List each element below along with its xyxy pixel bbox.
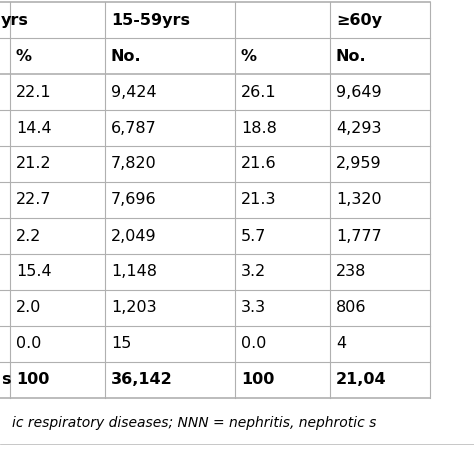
- Text: 36,142: 36,142: [111, 373, 173, 388]
- Text: No.: No.: [336, 48, 366, 64]
- Text: 3.2: 3.2: [241, 264, 266, 280]
- Text: 0.0: 0.0: [241, 337, 266, 352]
- Text: ≥60y: ≥60y: [336, 12, 382, 27]
- Text: 6,787: 6,787: [111, 120, 157, 136]
- Text: 2.0: 2.0: [16, 301, 41, 316]
- Text: 26.1: 26.1: [241, 84, 277, 100]
- Text: 15: 15: [111, 337, 131, 352]
- Text: 4: 4: [336, 337, 346, 352]
- Text: 3.3: 3.3: [241, 301, 266, 316]
- Text: yrs: yrs: [1, 12, 29, 27]
- Text: s: s: [1, 373, 10, 388]
- Text: 21.2: 21.2: [16, 156, 52, 172]
- Text: 2,049: 2,049: [111, 228, 156, 244]
- Text: 18.8: 18.8: [241, 120, 277, 136]
- Text: 2,959: 2,959: [336, 156, 382, 172]
- Text: 21,04: 21,04: [336, 373, 387, 388]
- Text: 1,777: 1,777: [336, 228, 382, 244]
- Text: 5.7: 5.7: [241, 228, 266, 244]
- Text: 22.1: 22.1: [16, 84, 52, 100]
- Text: 7,820: 7,820: [111, 156, 157, 172]
- Text: %: %: [16, 48, 32, 64]
- Text: %: %: [241, 48, 257, 64]
- Text: 1,148: 1,148: [111, 264, 157, 280]
- Text: No.: No.: [111, 48, 142, 64]
- Text: 7,696: 7,696: [111, 192, 156, 208]
- Text: 1,320: 1,320: [336, 192, 382, 208]
- Text: 21.3: 21.3: [241, 192, 276, 208]
- Text: 238: 238: [336, 264, 366, 280]
- Text: 15.4: 15.4: [16, 264, 52, 280]
- Text: 2.2: 2.2: [16, 228, 41, 244]
- Text: 21.6: 21.6: [241, 156, 277, 172]
- Text: 4,293: 4,293: [336, 120, 382, 136]
- Text: 15-59yrs: 15-59yrs: [111, 12, 190, 27]
- Text: 806: 806: [336, 301, 366, 316]
- Text: 100: 100: [241, 373, 274, 388]
- Text: 14.4: 14.4: [16, 120, 52, 136]
- Text: 22.7: 22.7: [16, 192, 52, 208]
- Text: ic respiratory diseases; NNN = nephritis, nephrotic s: ic respiratory diseases; NNN = nephritis…: [12, 416, 376, 430]
- Text: 100: 100: [16, 373, 49, 388]
- Text: 9,649: 9,649: [336, 84, 382, 100]
- Text: 1,203: 1,203: [111, 301, 156, 316]
- Text: 0.0: 0.0: [16, 337, 41, 352]
- Text: 9,424: 9,424: [111, 84, 156, 100]
